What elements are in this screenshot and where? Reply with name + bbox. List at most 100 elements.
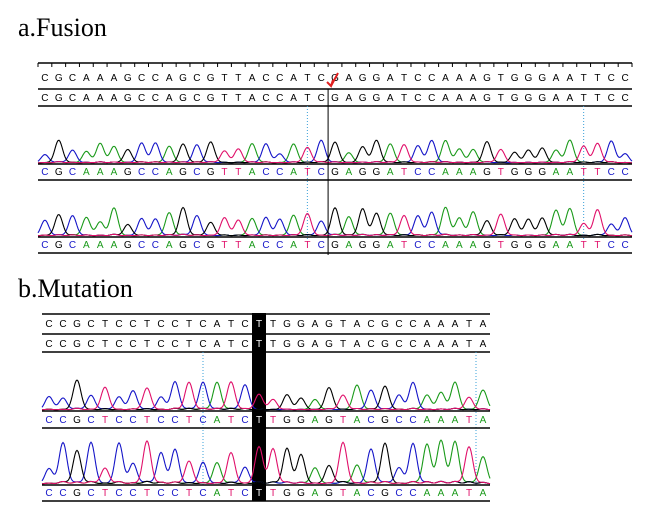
- base: A: [452, 319, 459, 330]
- base: C: [367, 339, 374, 350]
- base: A: [312, 488, 319, 499]
- base: G: [124, 167, 132, 178]
- base: T: [228, 319, 234, 330]
- base: C: [414, 73, 421, 84]
- base: C: [59, 339, 66, 350]
- base: G: [525, 93, 533, 104]
- base: G: [373, 167, 381, 178]
- base: C: [276, 73, 283, 84]
- base: A: [567, 167, 574, 178]
- base: A: [424, 488, 431, 499]
- base: T: [594, 167, 600, 178]
- base: G: [359, 73, 367, 84]
- base: G: [373, 240, 381, 251]
- base: A: [214, 339, 221, 350]
- base: C: [87, 319, 94, 330]
- base: C: [69, 73, 76, 84]
- base: A: [249, 240, 256, 251]
- base: T: [102, 415, 108, 426]
- base: C: [395, 488, 402, 499]
- base: A: [424, 339, 431, 350]
- base: G: [73, 488, 81, 499]
- base: C: [59, 319, 66, 330]
- base: T: [235, 73, 241, 84]
- base: A: [214, 415, 221, 426]
- base: T: [256, 319, 262, 330]
- base: C: [318, 167, 325, 178]
- base: C: [115, 488, 122, 499]
- base: T: [235, 240, 241, 251]
- base: G: [381, 415, 389, 426]
- base: C: [87, 488, 94, 499]
- base: A: [456, 93, 463, 104]
- base: C: [608, 167, 615, 178]
- base: C: [276, 240, 283, 251]
- base: C: [318, 240, 325, 251]
- base: T: [498, 240, 504, 251]
- base: C: [428, 73, 435, 84]
- base: C: [262, 93, 269, 104]
- base: C: [409, 319, 416, 330]
- base: C: [318, 93, 325, 104]
- base: G: [297, 339, 305, 350]
- base: T: [340, 319, 346, 330]
- base: C: [621, 73, 628, 84]
- base: A: [442, 167, 449, 178]
- trace: [41, 439, 491, 485]
- base: T: [144, 488, 150, 499]
- base: A: [567, 240, 574, 251]
- base: A: [345, 240, 352, 251]
- base: G: [207, 93, 215, 104]
- base: T: [144, 319, 150, 330]
- base: A: [249, 167, 256, 178]
- base: C: [262, 167, 269, 178]
- base: A: [345, 73, 352, 84]
- base: T: [594, 240, 600, 251]
- base: T: [102, 488, 108, 499]
- base: G: [525, 240, 533, 251]
- base: A: [438, 488, 445, 499]
- base: C: [157, 319, 164, 330]
- base: A: [387, 167, 394, 178]
- base: C: [138, 73, 145, 84]
- base: G: [359, 167, 367, 178]
- base: C: [193, 240, 200, 251]
- base: C: [241, 415, 248, 426]
- base: A: [345, 167, 352, 178]
- base: G: [325, 415, 333, 426]
- base: G: [525, 167, 533, 178]
- base: C: [41, 73, 48, 84]
- base: C: [45, 339, 52, 350]
- base: C: [621, 167, 628, 178]
- base: C: [193, 73, 200, 84]
- base: G: [325, 339, 333, 350]
- base: C: [414, 93, 421, 104]
- base: C: [157, 339, 164, 350]
- base: T: [144, 415, 150, 426]
- base: A: [312, 415, 319, 426]
- base: A: [166, 240, 173, 251]
- base: T: [228, 415, 234, 426]
- base: G: [483, 73, 491, 84]
- base: T: [340, 415, 346, 426]
- base: G: [483, 240, 491, 251]
- base: A: [290, 93, 297, 104]
- base: C: [428, 240, 435, 251]
- base: T: [401, 93, 407, 104]
- base: C: [608, 93, 615, 104]
- panel-label: b.Mutation: [18, 274, 133, 303]
- base: T: [581, 167, 587, 178]
- base: A: [470, 93, 477, 104]
- base: C: [276, 167, 283, 178]
- base: T: [256, 339, 262, 350]
- trace: [37, 206, 633, 237]
- base: T: [221, 73, 227, 84]
- base: C: [171, 339, 178, 350]
- base: T: [235, 167, 241, 178]
- base: T: [466, 319, 472, 330]
- base: G: [511, 73, 519, 84]
- base: T: [228, 339, 234, 350]
- base: C: [262, 73, 269, 84]
